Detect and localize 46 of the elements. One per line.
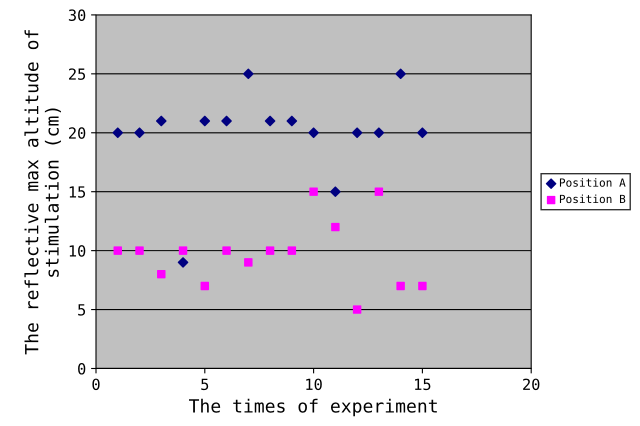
y-tick-label: 5	[78, 304, 86, 316]
x-tick-label: 15	[415, 378, 430, 390]
x-tick-label: 20	[523, 378, 540, 390]
y-tick-label: 15	[70, 186, 86, 198]
point	[374, 127, 384, 138]
point	[264, 116, 276, 126]
point	[286, 116, 298, 126]
point	[178, 257, 188, 268]
x-tick-label: 0	[92, 378, 100, 390]
point	[266, 246, 274, 255]
x-axis-title: The times of experiment	[189, 398, 437, 416]
point	[244, 258, 253, 267]
point	[418, 282, 427, 290]
point	[309, 187, 318, 196]
point	[396, 282, 405, 290]
point	[178, 246, 188, 255]
point	[352, 127, 362, 138]
y-tick-label: 0	[78, 362, 86, 375]
y-tick-label: 25	[69, 68, 86, 80]
point	[200, 116, 210, 126]
y-tick-label: 10	[70, 245, 86, 257]
point	[330, 186, 341, 197]
point	[114, 246, 122, 255]
point	[308, 127, 319, 138]
point	[417, 127, 428, 138]
point	[134, 127, 145, 138]
point	[352, 305, 362, 314]
legend-label: Position A	[560, 178, 626, 187]
point	[331, 222, 340, 232]
point	[222, 246, 231, 255]
point	[200, 282, 210, 290]
legend-label: Position B	[560, 194, 626, 204]
x-tick-label: 10	[306, 378, 322, 390]
y-tick-label: 20	[69, 127, 86, 139]
point	[395, 68, 406, 80]
x-tick-label: 5	[201, 378, 208, 390]
y-tick-label: 30	[68, 9, 86, 21]
point	[157, 270, 166, 278]
point	[374, 187, 384, 196]
point	[243, 68, 254, 80]
point	[156, 116, 167, 126]
point	[288, 246, 296, 255]
point	[221, 116, 232, 126]
point	[135, 246, 144, 255]
y-axis-title: The reflective max altitude of stimulation (cm)	[24, 30, 61, 354]
point	[112, 127, 124, 138]
